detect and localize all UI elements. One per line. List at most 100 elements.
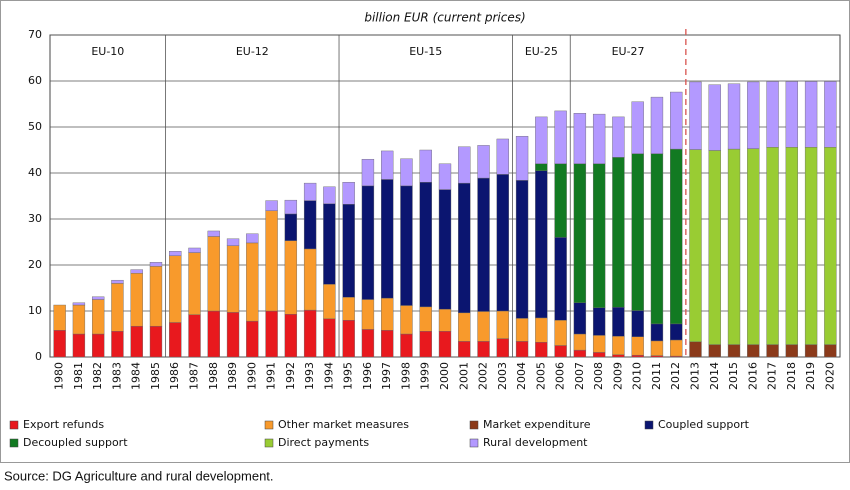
y-tick-label: 20 (28, 258, 42, 271)
bar-segment (573, 112, 587, 164)
bar-segment (515, 180, 529, 319)
x-tick-label: 2006 (554, 362, 567, 390)
bar-segment (708, 344, 721, 358)
bar-segment (535, 116, 548, 164)
period-label: EU-10 (91, 45, 124, 58)
legend-label: Coupled support (658, 418, 750, 431)
bar-segment (381, 297, 394, 331)
bar-segment (381, 330, 394, 358)
bar-segment (573, 333, 587, 351)
bar-segment (207, 236, 220, 312)
x-tick-label: 1980 (53, 362, 66, 390)
x-tick-label: 2019 (804, 362, 817, 390)
x-tick-label: 1993 (303, 362, 316, 390)
bar-segment (400, 305, 413, 335)
bar-segment (650, 355, 664, 358)
bar-segment (342, 181, 355, 205)
bar-segment (496, 138, 509, 175)
x-tick-label: 2003 (496, 362, 509, 390)
bar-segment (111, 279, 124, 284)
bar-segment (284, 213, 298, 241)
bar-segment (670, 91, 683, 150)
source-note: Source: DG Agriculture and rural develop… (4, 468, 274, 483)
bar-segment (342, 297, 355, 321)
x-tick-label: 1990 (245, 362, 258, 390)
bar-segment (342, 320, 355, 358)
bar-segment (496, 338, 509, 358)
bar-segment (670, 323, 683, 341)
period-label: EU-12 (236, 45, 269, 58)
bar-segment (400, 333, 413, 358)
bar-segment (670, 339, 683, 357)
x-tick-label: 2000 (438, 362, 451, 390)
bar-segment (265, 210, 278, 312)
chart-title: billion EUR (current prices) (364, 11, 525, 25)
x-tick-label: 2016 (746, 362, 759, 390)
bar-segment (72, 333, 86, 358)
bar-segment (650, 153, 664, 325)
bar-segment (303, 200, 317, 250)
bar-segment (824, 344, 837, 358)
bar-segment (207, 310, 220, 358)
x-tick-label: 1999 (419, 362, 432, 390)
bar-segment (824, 147, 837, 345)
bar-segment (323, 203, 336, 285)
bar-segment (265, 200, 278, 211)
bar-segment (226, 238, 240, 246)
x-tick-label: 1981 (72, 362, 85, 390)
bar-segment (631, 310, 644, 337)
bar-segment (554, 110, 567, 165)
bar-segment (226, 245, 240, 313)
bar-segment (149, 262, 163, 267)
bar-segment (824, 81, 837, 148)
x-tick-label: 2010 (631, 362, 644, 390)
bar-segment (284, 314, 298, 358)
x-tick-label: 2002 (477, 362, 490, 390)
x-tick-label: 2017 (766, 362, 779, 390)
x-tick-label: 2005 (534, 362, 547, 390)
bar-segment (535, 342, 548, 358)
bar-segment (708, 150, 721, 345)
y-tick-label: 40 (28, 166, 42, 179)
bar-segment (573, 302, 587, 335)
x-tick-label: 1996 (361, 362, 374, 390)
bar-segment (766, 81, 779, 148)
legend-swatch (264, 438, 274, 448)
bar-segment (592, 113, 606, 165)
bar-segment (265, 310, 278, 358)
x-tick-label: 1984 (130, 362, 143, 390)
bar-segment (515, 135, 529, 181)
period-label: EU-15 (409, 45, 442, 58)
bar-segment (438, 331, 452, 358)
bar-segment (727, 344, 741, 358)
bar-segment (226, 312, 240, 358)
bar-segment (400, 158, 413, 187)
bar-segment (689, 149, 702, 343)
bar-segment (458, 341, 471, 358)
bar-segment (91, 296, 105, 300)
bar-segment (53, 330, 66, 358)
legend-swatch (264, 420, 274, 430)
bar-segment (303, 309, 317, 358)
bar-segment (438, 189, 452, 310)
x-tick-label: 2015 (727, 362, 740, 390)
legend-swatch (644, 420, 654, 430)
x-tick-label: 1987 (188, 362, 201, 390)
x-tick-label: 1988 (207, 362, 220, 390)
bar-segment (438, 308, 452, 332)
x-tick-label: 2014 (708, 362, 721, 390)
bar-segment (650, 323, 664, 342)
bar-segment (188, 247, 201, 253)
bar-segment (535, 317, 548, 343)
bar-segment (188, 252, 201, 315)
x-tick-label: 1998 (399, 362, 412, 390)
legend-label: Decoupled support (23, 436, 128, 449)
bar-segment (631, 336, 644, 356)
x-tick-label: 1992 (284, 362, 297, 390)
bar-segment (804, 344, 818, 358)
bar-segment (419, 181, 432, 308)
bar-segment (477, 145, 490, 179)
bar-segment (130, 273, 143, 327)
bar-segment (592, 352, 606, 358)
